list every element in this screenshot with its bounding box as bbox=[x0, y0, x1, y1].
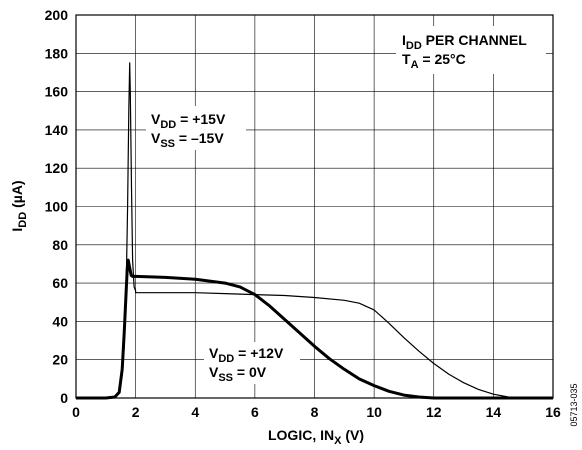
annotation-vdd-12: VDD = +12V bbox=[209, 345, 284, 365]
annotation-ta-main: T bbox=[402, 51, 411, 67]
annotation-vdd-12-sub: DD bbox=[218, 353, 234, 365]
annotation-idd-rest: PER CHANNEL bbox=[422, 32, 527, 48]
x-tick-label: 4 bbox=[191, 404, 199, 420]
x-axis-title: LOGIC, INX (V) bbox=[268, 427, 364, 447]
annotation-top-right-bg bbox=[396, 26, 546, 74]
y-tick-label: 60 bbox=[52, 275, 68, 291]
y-tick-label: 140 bbox=[45, 122, 69, 138]
x-tick-label: 12 bbox=[426, 404, 442, 420]
annotation-idd-sub: DD bbox=[406, 40, 422, 52]
series-line-vdd-12v bbox=[76, 258, 553, 400]
annotation-vdd-15-main: V bbox=[151, 111, 161, 127]
annotation-vss-m15-rest: = –15V bbox=[175, 130, 224, 146]
y-tick-label: 80 bbox=[52, 237, 68, 253]
x-tick-labels: 0 2 4 6 8 10 12 14 16 bbox=[72, 404, 561, 420]
y-tick-label: 100 bbox=[45, 199, 69, 215]
y-tick-label: 180 bbox=[45, 45, 69, 61]
x-tick-label: 10 bbox=[366, 404, 382, 420]
y-axis-title: IDD (µA) bbox=[9, 180, 29, 231]
annotation-vss-0-main: V bbox=[209, 364, 219, 380]
annotation-ta-rest: = 25°C bbox=[419, 51, 466, 67]
annotation-vdd-15: VDD = +15V bbox=[151, 111, 226, 131]
y-tick-label: 200 bbox=[45, 7, 69, 23]
annotation-vss-0: VSS = 0V bbox=[209, 364, 267, 384]
annotation-vdd-12-rest: = +12V bbox=[234, 345, 284, 361]
x-axis-title-unit: (V) bbox=[341, 427, 364, 443]
annotation-vdd-12-main: V bbox=[209, 345, 219, 361]
annotation-vss-0-sub: SS bbox=[218, 372, 233, 384]
y-tick-label: 40 bbox=[52, 313, 68, 329]
y-tick-label: 120 bbox=[45, 160, 69, 176]
data-series bbox=[76, 62, 553, 400]
annotation-idd-main: I bbox=[402, 32, 406, 48]
annotation-lower-bg bbox=[204, 342, 300, 384]
grid-lines bbox=[75, 14, 554, 399]
annotation-idd-per-channel: IDD PER CHANNEL bbox=[402, 32, 527, 52]
x-tick-label: 14 bbox=[486, 404, 502, 420]
x-tick-label: 6 bbox=[251, 404, 259, 420]
annotation-vss-m15-sub: SS bbox=[160, 138, 175, 150]
y-tick-label: 0 bbox=[60, 390, 68, 406]
x-tick-label: 16 bbox=[545, 404, 561, 420]
y-axis-title-main: I bbox=[9, 228, 25, 232]
y-axis-title-unit: (µA) bbox=[9, 180, 25, 211]
x-axis-title-sub: X bbox=[334, 435, 342, 447]
annotation-ta-sub: A bbox=[411, 59, 419, 71]
y-tick-labels: 0 20 40 60 80 100 120 140 160 180 200 bbox=[45, 7, 69, 406]
y-axis-title-sub: DD bbox=[17, 212, 29, 228]
annotation-vdd-15-rest: = +15V bbox=[176, 111, 226, 127]
annotation-vdd-15-sub: DD bbox=[160, 119, 176, 131]
x-tick-label: 8 bbox=[311, 404, 319, 420]
annotation-ta: TA = 25°C bbox=[402, 51, 466, 71]
annotation-vss-m15: VSS = –15V bbox=[151, 130, 224, 150]
annotation-upper-bg bbox=[146, 106, 246, 150]
y-tick-label: 20 bbox=[52, 352, 68, 368]
x-axis-title-main: LOGIC, IN bbox=[268, 427, 334, 443]
annotation-vss-0-rest: = 0V bbox=[233, 364, 267, 380]
plot-frame bbox=[75, 14, 554, 399]
x-tick-label: 2 bbox=[132, 404, 140, 420]
annotation-vss-m15-main: V bbox=[151, 130, 161, 146]
figure-id: 05713-035 bbox=[569, 383, 579, 426]
y-tick-label: 160 bbox=[45, 84, 69, 100]
x-tick-label: 0 bbox=[72, 404, 80, 420]
